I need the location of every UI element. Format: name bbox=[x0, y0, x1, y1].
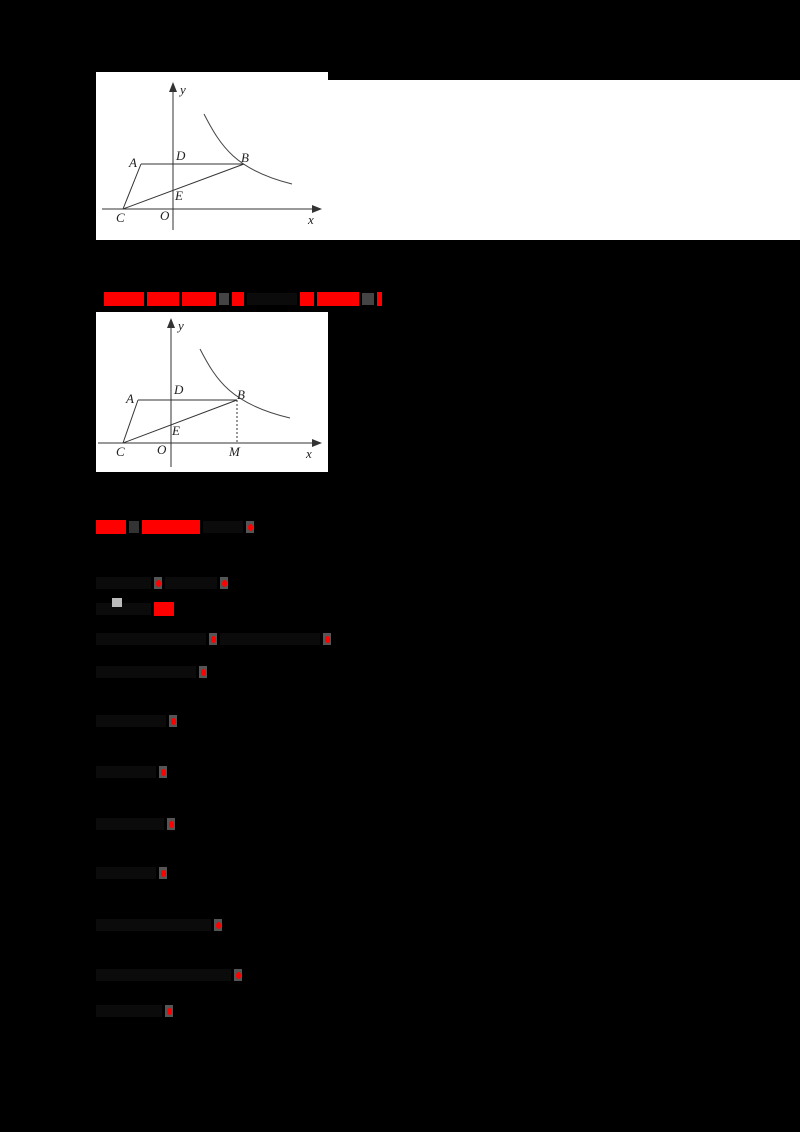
svg-text:A: A bbox=[125, 391, 134, 406]
y-axis-arrow-icon bbox=[167, 318, 175, 328]
svg-text:B: B bbox=[241, 150, 249, 165]
solution-line-7: ∴ … bbox=[96, 763, 167, 781]
solution-line-3: 又∵ … bbox=[96, 597, 174, 618]
svg-text:y: y bbox=[178, 82, 186, 97]
svg-text:A: A bbox=[128, 155, 137, 170]
solution-line-5: ∴ … bbox=[96, 663, 207, 681]
figure-1-panel-right bbox=[328, 80, 800, 240]
solution-line-12: ∴ … bbox=[96, 1002, 173, 1020]
svg-text:y: y bbox=[176, 318, 184, 333]
svg-text:D: D bbox=[175, 148, 186, 163]
solution-line-1: 设点B的坐标为… bbox=[96, 518, 254, 536]
solution-line-9: ∴ … bbox=[96, 864, 167, 882]
x-axis-arrow-icon bbox=[312, 205, 322, 213]
solution-line-10: ∴ … bbox=[96, 916, 222, 934]
y-axis-arrow-icon bbox=[169, 82, 177, 92]
figure-1: y x A B C D E O bbox=[96, 72, 328, 240]
figure-1-diagram: y x A B C D E O bbox=[102, 82, 322, 230]
svg-text:x: x bbox=[307, 212, 314, 227]
solution-line-4: ∴ … bbox=[96, 630, 331, 648]
svg-text:C: C bbox=[116, 444, 125, 459]
solution-line-8: ∴ … bbox=[96, 815, 175, 833]
svg-text:B: B bbox=[237, 387, 245, 402]
solution-line-6: ∴ … bbox=[96, 712, 177, 730]
svg-text:M: M bbox=[228, 444, 241, 459]
svg-text:D: D bbox=[173, 382, 184, 397]
x-axis-arrow-icon bbox=[312, 439, 322, 447]
svg-text:C: C bbox=[116, 210, 125, 225]
solution-line-11: ∴ … bbox=[96, 966, 242, 984]
svg-text:O: O bbox=[160, 208, 170, 223]
solution-heading: 【解答】解：过点B作BM⊥x轴，垂足为M， bbox=[104, 290, 382, 308]
figure-2: y x A B C D E O M bbox=[96, 312, 328, 472]
svg-text:E: E bbox=[174, 188, 183, 203]
svg-text:O: O bbox=[157, 442, 167, 457]
svg-text:x: x bbox=[305, 446, 312, 461]
solution-line-2: ∴ … bbox=[96, 574, 228, 592]
figure-2-diagram: y x A B C D E O M bbox=[98, 318, 322, 467]
svg-text:E: E bbox=[171, 423, 180, 438]
